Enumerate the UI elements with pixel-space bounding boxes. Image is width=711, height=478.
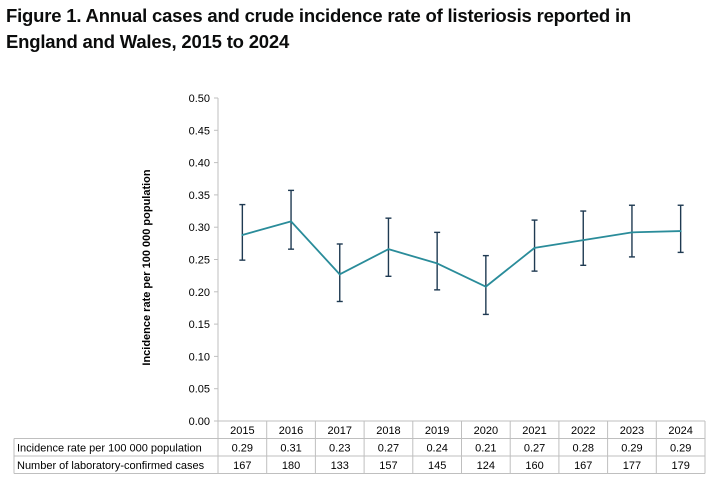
table-row-label: Incidence rate per 100 000 population xyxy=(17,443,202,455)
data-point xyxy=(533,246,536,249)
data-point xyxy=(582,239,585,242)
y-tick-label: 0.35 xyxy=(189,190,210,202)
table-cell-value: 145 xyxy=(428,460,446,472)
x-category-label: 2021 xyxy=(522,425,546,437)
chart-title: Figure 1. Annual cases and crude inciden… xyxy=(6,5,632,52)
y-tick-label: 0.15 xyxy=(189,319,210,331)
data-point xyxy=(436,262,439,265)
y-tick-label: 0.20 xyxy=(189,287,210,299)
table-cell-value: 180 xyxy=(282,460,300,472)
table-cell-value: 157 xyxy=(379,460,397,472)
x-category-label: 2018 xyxy=(376,425,400,437)
x-category-label: 2015 xyxy=(230,425,254,437)
y-tick-label: 0.05 xyxy=(189,384,210,396)
y-tick-label: 0.10 xyxy=(189,351,210,363)
x-category-label: 2016 xyxy=(279,425,303,437)
data-point xyxy=(484,285,487,288)
y-tick-label: 0.40 xyxy=(189,158,210,170)
table-cell-value: 0.29 xyxy=(670,443,691,455)
table-cell-value: 0.29 xyxy=(621,443,642,455)
table-cell-value: 0.31 xyxy=(280,443,301,455)
x-category-label: 2024 xyxy=(668,425,692,437)
table-cell-value: 179 xyxy=(671,460,689,472)
y-tick-label: 0.50 xyxy=(189,93,210,105)
table-cell-value: 0.29 xyxy=(232,443,253,455)
table-cell-value: 0.27 xyxy=(378,443,399,455)
data-point xyxy=(630,231,633,234)
table-cell-value: 167 xyxy=(574,460,592,472)
data-point xyxy=(290,220,293,223)
table-cell-value: 167 xyxy=(233,460,251,472)
y-tick-label: 0.45 xyxy=(189,125,210,137)
series-line xyxy=(242,220,681,288)
table-cell-value: 124 xyxy=(477,460,495,472)
x-category-label: 2022 xyxy=(571,425,595,437)
x-category-label: 2020 xyxy=(474,425,498,437)
data-point xyxy=(241,233,244,236)
y-tick-label: 0.30 xyxy=(189,222,210,234)
table-row-label: Number of laboratory-confirmed cases xyxy=(17,460,205,472)
data-point xyxy=(679,230,682,233)
table-cell-value: 0.27 xyxy=(524,443,545,455)
y-axis-title: Incidence rate per 100 000 population xyxy=(141,169,153,366)
table-cell-value: 133 xyxy=(331,460,349,472)
x-category-label: 2019 xyxy=(425,425,449,437)
table-cell-value: 0.24 xyxy=(426,443,447,455)
table-cell-value: 177 xyxy=(623,460,641,472)
table-cell-value: 0.21 xyxy=(475,443,496,455)
y-tick-label: 0.25 xyxy=(189,255,210,267)
table-cell-value: 0.28 xyxy=(573,443,594,455)
x-category-label: 2017 xyxy=(328,425,352,437)
data-point xyxy=(387,248,390,251)
y-tick-label: 0.00 xyxy=(189,416,210,428)
x-category-label: 2023 xyxy=(620,425,644,437)
table-cell-value: 0.23 xyxy=(329,443,350,455)
data-point xyxy=(338,273,341,276)
table-cell-value: 160 xyxy=(525,460,543,472)
